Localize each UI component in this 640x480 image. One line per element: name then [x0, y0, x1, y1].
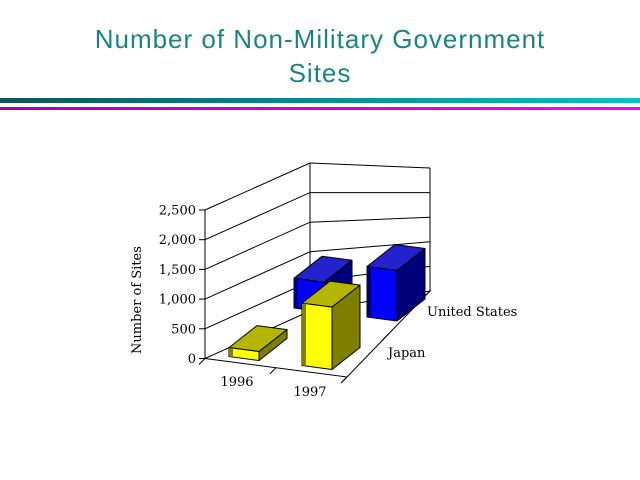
- value-axis-title: Number of Sites: [130, 246, 145, 354]
- bar-japan-1997-front: [301, 302, 333, 370]
- slide-title: Number of Non-Military Government Sites: [0, 22, 640, 90]
- bar-japan-1997-left-edge: [303, 303, 306, 367]
- bar-japan-1996-left-edge: [230, 347, 233, 358]
- series-axis-tick: [382, 333, 389, 341]
- value-tick-label: 1,500: [159, 263, 196, 278]
- slide-title-line-2: Sites: [288, 58, 352, 88]
- category-axis-tick: [269, 367, 277, 375]
- category-axis-tick: [198, 358, 206, 365]
- value-tick-label: 2,000: [159, 233, 196, 248]
- series-label: Japan: [386, 346, 426, 361]
- divider-teal-rule: [0, 98, 640, 103]
- value-tick-label: 2,500: [159, 204, 196, 219]
- slide-title-line-1: Number of Non-Military Government: [94, 24, 546, 54]
- category-label: 1996: [220, 375, 253, 390]
- series-label: United States: [427, 305, 517, 320]
- value-tick-label: 0: [188, 352, 196, 367]
- bar-united-states-1997-left-edge: [368, 266, 371, 318]
- chart-gridline: [204, 162, 431, 211]
- bar-japan-1996-front: [228, 347, 260, 361]
- value-tick-label: 1,000: [159, 293, 196, 308]
- value-tick-label: 500: [171, 322, 196, 337]
- chart-gridline: [204, 192, 430, 241]
- bar-united-states-1997-front: [366, 266, 398, 322]
- bar-united-states-1996-left-edge: [295, 278, 298, 309]
- category-axis-tick: [340, 376, 348, 384]
- category-label: 1997: [293, 385, 326, 400]
- divider-magenta-rule: [0, 107, 640, 110]
